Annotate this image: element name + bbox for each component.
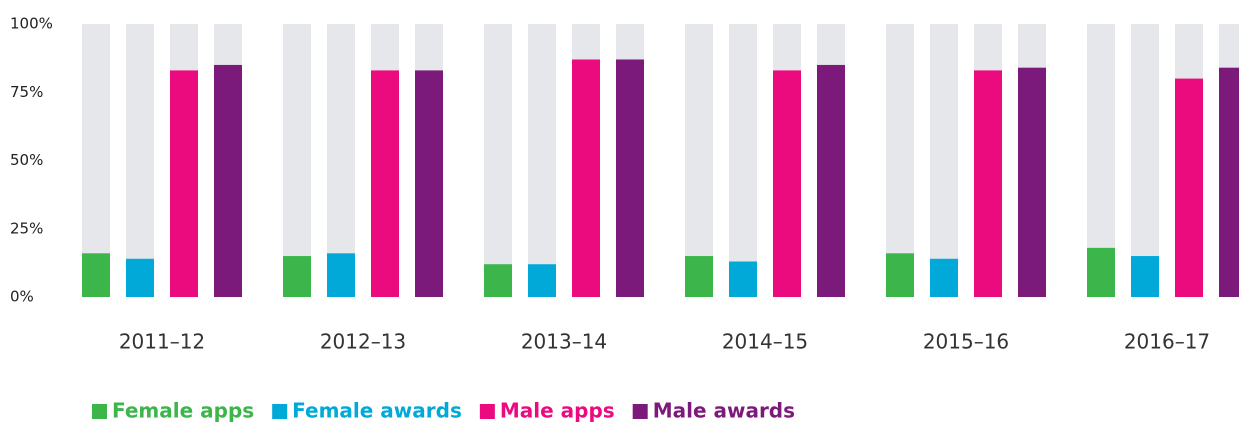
- bar: [773, 70, 801, 297]
- y-tick-label: 100%: [10, 15, 53, 33]
- bar: [974, 70, 1002, 297]
- x-tick-label: 2014–15: [722, 330, 808, 354]
- legend-label: Female awards: [292, 399, 462, 423]
- bar: [283, 256, 311, 297]
- bar: [1175, 78, 1203, 297]
- x-tick-label: 2013–14: [521, 330, 607, 354]
- legend-label: Male awards: [653, 399, 795, 423]
- y-tick-label: 50%: [10, 151, 43, 169]
- x-tick-label: 2015–16: [923, 330, 1009, 354]
- bar: [415, 70, 443, 297]
- legend-swatch: [92, 404, 107, 419]
- bar: [170, 70, 198, 297]
- bar: [126, 258, 154, 297]
- bar: [572, 59, 600, 297]
- x-tick-label: 2012–13: [320, 330, 406, 354]
- y-tick-label: 25%: [10, 219, 43, 237]
- bar-track: [1131, 24, 1159, 297]
- bar: [214, 64, 242, 297]
- bar: [729, 261, 757, 297]
- bar: [886, 253, 914, 297]
- y-tick-label: 0%: [10, 288, 34, 306]
- bar-track: [528, 24, 556, 297]
- bar-track: [930, 24, 958, 297]
- bar: [1219, 67, 1239, 298]
- bar: [484, 264, 512, 297]
- bar: [817, 64, 845, 297]
- bar: [528, 264, 556, 297]
- bar: [930, 258, 958, 297]
- legend-label: Male apps: [500, 399, 615, 423]
- bar: [1087, 247, 1115, 297]
- bar: [327, 253, 355, 297]
- x-tick-label: 2011–12: [119, 330, 205, 354]
- bar-track: [729, 24, 757, 297]
- bar-track: [82, 24, 110, 297]
- bar-track: [685, 24, 713, 297]
- bar-track: [484, 24, 512, 297]
- legend-label: Female apps: [112, 399, 254, 423]
- legend-swatch: [632, 404, 648, 419]
- bar-track: [886, 24, 914, 297]
- bar: [616, 59, 644, 297]
- bar-track: [126, 24, 154, 297]
- bar: [685, 256, 713, 297]
- bar-track: [327, 24, 355, 297]
- bar-track: [283, 24, 311, 297]
- legend-swatch: [479, 404, 495, 419]
- x-tick-label: 2016–17: [1124, 330, 1210, 354]
- y-tick-label: 75%: [10, 83, 43, 101]
- legend-swatch: [272, 404, 288, 419]
- bar: [1018, 67, 1046, 298]
- bar: [1131, 256, 1159, 297]
- bar: [82, 253, 110, 297]
- bar: [371, 70, 399, 297]
